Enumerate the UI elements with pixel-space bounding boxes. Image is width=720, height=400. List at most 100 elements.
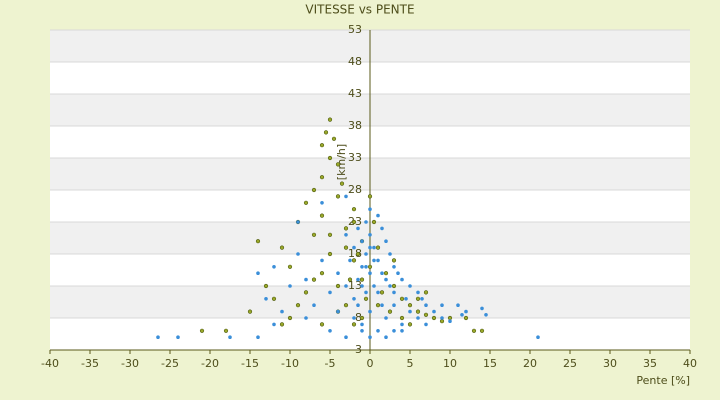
data-point bbox=[256, 335, 260, 340]
data-point bbox=[396, 271, 400, 276]
data-point bbox=[359, 277, 365, 282]
data-point bbox=[408, 284, 412, 288]
data-point bbox=[380, 303, 384, 308]
data-point bbox=[384, 239, 388, 243]
y-tick-label: 3 bbox=[355, 343, 362, 356]
data-point bbox=[400, 277, 404, 282]
x-tick-label: 15 bbox=[483, 357, 497, 370]
data-point bbox=[447, 315, 453, 321]
data-point bbox=[392, 290, 396, 295]
data-point bbox=[303, 290, 309, 295]
x-tick-label: -15 bbox=[241, 357, 259, 370]
data-point bbox=[463, 315, 469, 321]
data-point bbox=[347, 277, 353, 282]
y-tick-label: 18 bbox=[348, 247, 362, 260]
x-tick-label: -10 bbox=[281, 357, 299, 370]
data-point bbox=[375, 303, 381, 308]
data-point bbox=[319, 322, 325, 327]
x-tick-label: -5 bbox=[325, 357, 336, 370]
data-point bbox=[344, 284, 348, 288]
y-tick-label: 13 bbox=[348, 279, 362, 292]
data-point bbox=[356, 303, 360, 308]
data-point bbox=[352, 316, 356, 320]
data-point bbox=[320, 258, 324, 263]
data-point bbox=[360, 284, 364, 288]
x-tick-label: 25 bbox=[563, 357, 577, 370]
data-point bbox=[368, 233, 372, 237]
data-point bbox=[280, 309, 284, 314]
data-point bbox=[176, 335, 180, 340]
data-point bbox=[348, 258, 352, 263]
data-point bbox=[355, 251, 361, 257]
data-point bbox=[460, 313, 464, 317]
data-point bbox=[383, 271, 389, 276]
data-point bbox=[392, 329, 396, 333]
data-point bbox=[263, 283, 269, 289]
data-point bbox=[247, 309, 253, 314]
data-point bbox=[471, 328, 477, 333]
data-point bbox=[400, 329, 404, 333]
data-point bbox=[392, 265, 396, 269]
data-point bbox=[431, 315, 437, 321]
data-point bbox=[228, 335, 232, 340]
chart-title: VITESSE vs PENTE bbox=[305, 3, 414, 17]
data-point bbox=[320, 201, 324, 205]
data-point bbox=[335, 162, 341, 167]
data-point bbox=[391, 283, 397, 289]
data-point bbox=[367, 194, 373, 199]
data-point bbox=[380, 226, 384, 231]
data-point bbox=[319, 271, 325, 276]
data-point bbox=[344, 335, 348, 340]
data-point bbox=[368, 309, 372, 314]
data-point bbox=[372, 245, 376, 250]
data-point bbox=[384, 335, 388, 340]
x-tick-label: 5 bbox=[407, 357, 414, 370]
data-point bbox=[331, 136, 337, 141]
data-point bbox=[255, 239, 261, 244]
data-point bbox=[360, 329, 364, 333]
y-tick-label: 48 bbox=[348, 55, 362, 68]
data-point bbox=[407, 303, 413, 308]
data-point bbox=[296, 252, 300, 256]
data-point bbox=[363, 296, 369, 301]
data-point bbox=[223, 328, 229, 333]
data-point bbox=[371, 219, 377, 225]
data-point bbox=[372, 258, 376, 263]
data-point bbox=[360, 265, 364, 269]
data-point bbox=[328, 329, 332, 333]
data-point bbox=[327, 232, 333, 237]
data-point bbox=[319, 175, 325, 180]
x-tick-label: -25 bbox=[161, 357, 179, 370]
data-point bbox=[271, 296, 277, 301]
data-point bbox=[480, 306, 484, 311]
x-tick-label: 20 bbox=[523, 357, 537, 370]
data-point bbox=[343, 303, 349, 308]
data-point bbox=[364, 290, 368, 295]
data-point bbox=[323, 130, 329, 135]
data-point bbox=[400, 322, 404, 327]
data-point bbox=[416, 290, 420, 295]
data-point bbox=[399, 315, 405, 321]
data-point bbox=[384, 277, 388, 282]
data-point bbox=[335, 283, 341, 289]
data-point bbox=[335, 194, 341, 199]
data-point bbox=[311, 187, 317, 193]
data-point bbox=[319, 213, 325, 218]
data-point bbox=[319, 143, 325, 148]
y-tick-label: 28 bbox=[348, 183, 362, 196]
data-point bbox=[351, 258, 357, 263]
data-point bbox=[440, 316, 444, 320]
data-point bbox=[296, 220, 300, 224]
data-point bbox=[343, 245, 349, 250]
data-point bbox=[388, 252, 392, 256]
data-point bbox=[420, 297, 424, 301]
x-axis-title: Pente [%] bbox=[636, 374, 690, 387]
data-point bbox=[364, 265, 368, 269]
data-point bbox=[327, 155, 333, 161]
x-tick-label: 10 bbox=[443, 357, 457, 370]
data-point bbox=[415, 296, 421, 301]
data-point bbox=[416, 316, 420, 320]
data-point bbox=[536, 335, 540, 340]
data-point bbox=[387, 309, 393, 314]
y-tick-label: 38 bbox=[348, 119, 362, 132]
